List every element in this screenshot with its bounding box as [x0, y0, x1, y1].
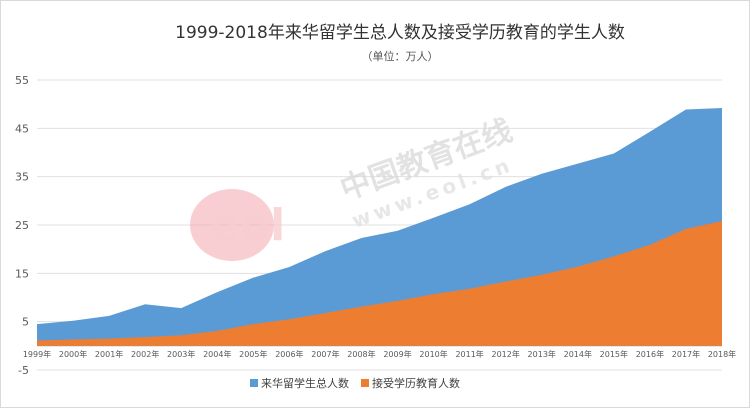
- x-tick-label: 2013年: [528, 349, 556, 359]
- x-tick-label: 2006年: [275, 349, 303, 359]
- x-tick-label: 2004年: [203, 349, 231, 359]
- x-tick-label: 1999年: [23, 349, 51, 359]
- legend-swatch-1: [250, 379, 258, 387]
- x-tick-label: 2002年: [131, 349, 159, 359]
- x-tick-label: 2009年: [383, 349, 411, 359]
- y-axis: 55 45 35 25 15 5 -5: [15, 74, 29, 377]
- watermark-logo-icon: [190, 189, 274, 261]
- y-tick-label: 35: [15, 171, 29, 184]
- y-tick-label: 25: [15, 219, 29, 232]
- x-tick-label: 2000年: [59, 349, 87, 359]
- x-tick-label: 2011年: [455, 349, 483, 359]
- legend-label-2: 接受学历教育人数: [372, 376, 460, 390]
- y-tick-label: 55: [15, 74, 29, 87]
- x-tick-label: 2016年: [636, 349, 664, 359]
- legend-swatch-2: [361, 379, 369, 387]
- area-series-2: [37, 221, 722, 346]
- watermark-logo-text: eol: [210, 200, 285, 251]
- y-tick-label: 5: [22, 316, 29, 329]
- x-tick-label: 2014年: [564, 349, 592, 359]
- y-tick-label: 15: [15, 267, 29, 280]
- x-tick-label: 2018年: [708, 349, 736, 359]
- x-axis: 1999年 2000年 2001年 2002年 2003年 2004年 2005年 2006年…: [23, 349, 736, 359]
- legend-label-1: 来华留学生总人数: [261, 376, 349, 390]
- y-tick-label: -5: [18, 364, 29, 377]
- x-tick-label: 2007年: [311, 349, 339, 359]
- x-tick-label: 2010年: [419, 349, 447, 359]
- y-tick-label: 45: [15, 122, 29, 135]
- chart-subtitle: （单位：万人）: [362, 49, 439, 63]
- legend: 来华留学生总人数 接受学历教育人数: [250, 376, 460, 390]
- chart-title: 1999-2018年来华留学生总人数及接受学历教育的学生人数: [175, 23, 625, 43]
- x-tick-label: 2003年: [167, 349, 195, 359]
- series-areas: [37, 108, 722, 346]
- x-tick-label: 2001年: [95, 349, 123, 359]
- x-tick-label: 2015年: [600, 349, 628, 359]
- x-tick-label: 2017年: [672, 349, 700, 359]
- x-tick-label: 2005年: [239, 349, 267, 359]
- x-tick-label: 2008年: [347, 349, 375, 359]
- x-tick-label: 2012年: [492, 349, 520, 359]
